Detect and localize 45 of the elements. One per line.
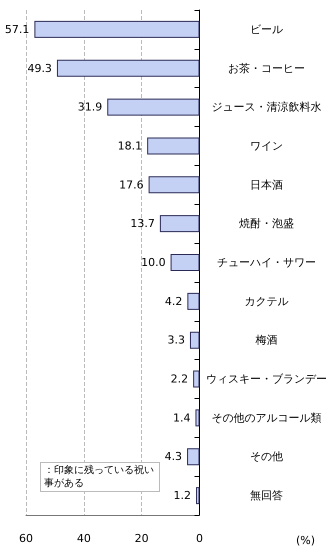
data-label: 1.4 xyxy=(172,411,190,424)
bar xyxy=(160,215,200,232)
bar xyxy=(196,487,200,504)
data-label: 13.7 xyxy=(130,217,155,230)
y-tick-label: カクテル xyxy=(244,294,288,308)
data-label: 10.0 xyxy=(141,256,166,269)
bar xyxy=(187,292,200,310)
y-tick-label: 日本酒 xyxy=(250,178,283,192)
bar xyxy=(34,20,200,38)
y-tick-label: ジュース・清涼飲料水 xyxy=(212,100,322,114)
data-label: 1.2 xyxy=(174,489,192,502)
y-tick-label: ビール xyxy=(250,22,283,36)
data-label: 31.9 xyxy=(78,100,102,114)
data-label: 18.1 xyxy=(118,139,142,152)
x-axis-title: (%) xyxy=(296,534,316,547)
x-tick-label: 20 xyxy=(134,532,149,545)
bar xyxy=(107,98,200,116)
bar xyxy=(195,409,200,426)
x-tick-label: 0 xyxy=(196,532,203,545)
data-label: 3.3 xyxy=(167,334,185,347)
bar xyxy=(187,448,200,466)
bar xyxy=(190,332,200,349)
y-tick-label: その他 xyxy=(250,450,283,464)
x-tick-label: 60 xyxy=(19,532,33,545)
data-label: 4.3 xyxy=(164,450,182,464)
data-label: 49.3 xyxy=(27,62,52,75)
y-tick-label: ウィスキー・ブランデー xyxy=(206,372,327,386)
y-tick-label: チューハイ・サワー xyxy=(217,256,316,269)
y-tick-label: 梅酒 xyxy=(254,334,278,347)
y-tick-label: 焼酎・泡盛 xyxy=(239,217,294,230)
bar xyxy=(147,137,200,154)
annotation: ：印象に残っている祝い事がある xyxy=(40,462,160,492)
y-tick-label: 無回答 xyxy=(250,489,283,502)
bar xyxy=(148,176,200,194)
data-label: 2.2 xyxy=(170,372,188,386)
y-tick-label: お茶・コーヒー xyxy=(228,62,305,75)
x-tick-label: 40 xyxy=(76,532,91,545)
bar xyxy=(193,370,200,388)
y-tick-label: その他のアルコール類 xyxy=(212,411,322,424)
data-label: 57.1 xyxy=(4,22,30,36)
data-label: 17.6 xyxy=(119,178,144,192)
data-label: 4.2 xyxy=(164,294,182,308)
bar xyxy=(56,60,200,77)
y-tick-label: ワイン xyxy=(250,139,283,152)
bar xyxy=(170,254,200,271)
